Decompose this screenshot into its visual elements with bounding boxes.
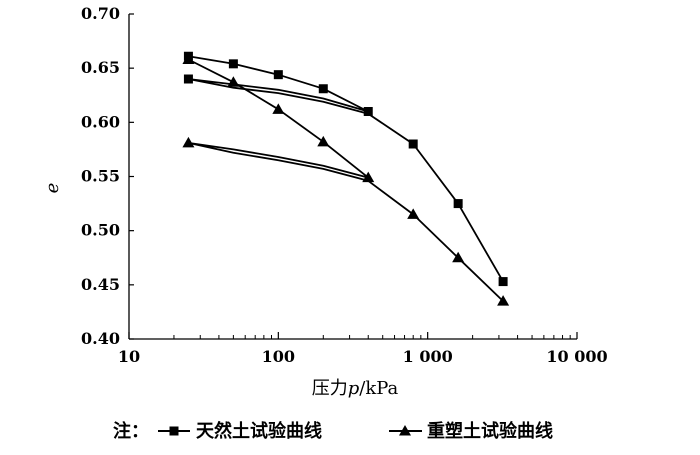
series-line	[187, 55, 504, 283]
data-point-triangle	[272, 103, 285, 114]
y-tick-label: 0.65	[81, 58, 120, 77]
legend-symbol-triangle	[389, 425, 422, 436]
data-point-square	[408, 139, 418, 149]
x-axis-title: 压力p/kPa	[312, 378, 399, 399]
data-point-triangle	[227, 76, 240, 87]
y-tick-label: 0.70	[81, 4, 120, 23]
y-tick-label: 0.40	[81, 329, 120, 348]
y-tick-label: 0.60	[81, 112, 120, 131]
legend-prefix: 注：	[113, 420, 149, 442]
legend-marker-square	[169, 426, 179, 436]
x-axis-title-unit: /kPa	[359, 378, 398, 399]
x-tick-label: 10	[118, 347, 140, 366]
data-point-square	[453, 199, 463, 209]
legend-label-remolded: 重塑土试验曲线	[427, 420, 553, 442]
y-tick-label: 0.55	[81, 167, 120, 186]
data-point-triangle	[362, 171, 375, 183]
x-tick-label: 100	[262, 347, 295, 366]
data-point-square	[228, 59, 238, 69]
data-point-triangle	[317, 135, 330, 147]
data-point-triangle	[182, 136, 195, 148]
y-axis-title: e	[42, 183, 63, 194]
data-point-triangle	[497, 295, 510, 306]
x-axis-title-variable: p	[348, 378, 360, 399]
axes: 0.40 0.45 0.50 0.55 0.60 0.65 0.70 10 100 1 000 10…	[81, 4, 608, 366]
data-point-square	[183, 74, 193, 84]
legend-label-natural: 天然土试验曲线	[196, 420, 322, 442]
legend: 注： 天然土试验曲线 重塑土试验曲线	[113, 420, 553, 442]
series-triangle	[182, 53, 510, 306]
data-point-triangle	[452, 251, 465, 263]
y-tick-label: 0.45	[81, 275, 120, 294]
data-point-square	[273, 70, 283, 80]
x-tick-label: 1 000	[403, 347, 453, 366]
axis-labels: e 压力p/kPa	[42, 183, 399, 399]
series-line	[187, 58, 504, 302]
data-point-square	[498, 277, 508, 287]
data-point-triangle	[182, 53, 195, 64]
data-point-triangle	[407, 208, 420, 219]
series-layer	[182, 51, 510, 306]
series-square	[183, 51, 508, 287]
x-tick-label: 10 000	[546, 347, 607, 366]
legend-symbol-square	[158, 426, 190, 436]
x-axis-title-prefix: 压力	[312, 378, 348, 399]
y-tick-label: 0.50	[81, 221, 120, 240]
legend-marker-triangle	[399, 425, 411, 436]
data-point-square	[363, 107, 373, 116]
data-point-square	[318, 84, 328, 94]
